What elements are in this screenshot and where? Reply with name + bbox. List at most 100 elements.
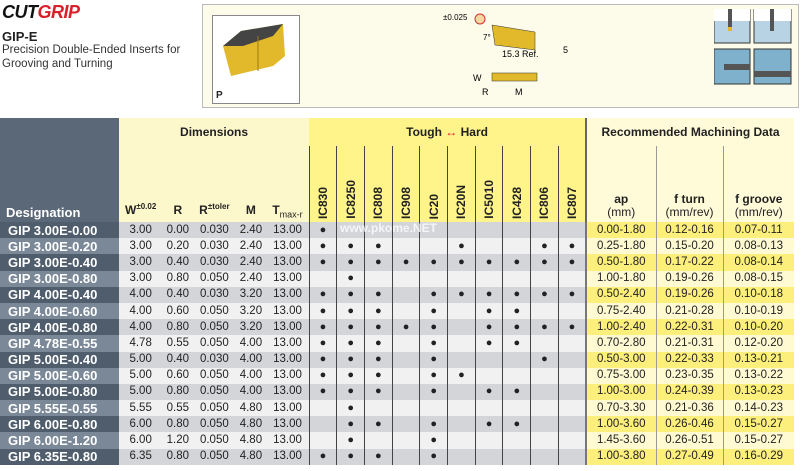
dim-col-sup: ±toler xyxy=(207,201,230,211)
dimension-cell: 4.80 xyxy=(235,448,267,465)
dim-5-label: 5 xyxy=(563,45,568,55)
machining-cell: 0.15-0.27 xyxy=(722,432,794,449)
machining-cell: 0.00-1.80 xyxy=(585,222,656,239)
available-dot-icon: ● xyxy=(375,385,382,398)
grade-availability-cell xyxy=(391,448,420,465)
dimension-cell: 4.00 xyxy=(119,319,163,336)
machining-cell: 0.50-3.00 xyxy=(585,351,656,368)
grade-col-header: IC806 xyxy=(530,146,559,222)
available-dot-icon: ● xyxy=(485,385,493,398)
grade-col-header: IC908 xyxy=(391,146,420,222)
grade-availability-cell: ● xyxy=(391,319,420,336)
dim-col-header: W±0.02 xyxy=(119,146,163,222)
grade-availability-cell xyxy=(391,335,420,352)
grade-availability-cell: ● xyxy=(336,254,365,271)
grade-availability-cell: ● xyxy=(419,254,448,271)
grade-label: IC807 xyxy=(564,186,579,219)
machining-cell: 0.24-0.39 xyxy=(655,383,723,401)
dimension-cell: 3.00 xyxy=(119,270,163,287)
dimension-cell: 0.050 xyxy=(193,367,236,384)
available-dot-icon: ● xyxy=(430,320,438,333)
dimension-cell: 13.00 xyxy=(266,238,310,255)
tolerance-symbol-icon xyxy=(474,13,486,25)
r-label: R xyxy=(482,87,489,95)
grade-availability-cell: ● xyxy=(364,367,393,384)
dimension-cell: 0.050 xyxy=(193,416,236,433)
dimension-cell: 2.40 xyxy=(235,270,267,287)
machining-cell: 0.08-0.13 xyxy=(722,238,794,255)
available-dot-icon: ● xyxy=(458,255,465,268)
designation-cell: GIP 4.00E-0.60 xyxy=(0,302,119,320)
available-dot-icon: ● xyxy=(485,304,493,317)
dimension-cell: 0.80 xyxy=(162,319,194,336)
available-dot-icon: ● xyxy=(319,255,327,268)
grade-availability-cell: ● xyxy=(419,432,448,449)
machining-cell: 0.75-2.40 xyxy=(585,302,656,320)
machining-cell: 0.12-0.16 xyxy=(655,222,723,239)
dimension-cell: 0.80 xyxy=(162,448,194,465)
machining-col-title: f turn xyxy=(674,192,705,206)
available-dot-icon: ● xyxy=(485,255,493,268)
grade-availability-cell xyxy=(502,351,531,368)
designation-cell: GIP 3.00E-0.00 xyxy=(0,222,119,239)
dimension-cell: 13.00 xyxy=(266,400,310,417)
available-dot-icon: ● xyxy=(430,353,438,366)
grade-availability-cell: ● xyxy=(308,383,337,401)
available-dot-icon: ● xyxy=(568,239,576,252)
grade-availability-cell: ● xyxy=(391,254,420,271)
available-dot-icon: ● xyxy=(402,320,410,333)
grade-availability-cell: ● xyxy=(447,254,476,271)
available-dot-icon: ● xyxy=(347,255,354,268)
grade-availability-cell xyxy=(502,448,531,465)
grade-availability-cell: ● xyxy=(308,367,337,384)
machining-col-header: f turn (mm/rev) xyxy=(655,146,723,222)
available-dot-icon: ● xyxy=(513,304,521,317)
grade-availability-cell xyxy=(419,238,448,255)
application-icons xyxy=(714,9,792,85)
dimension-cell: 5.55 xyxy=(119,400,163,417)
dimension-cell: 0.20 xyxy=(162,238,194,255)
grade-availability-cell xyxy=(530,222,559,239)
machining-cell: 0.15-0.20 xyxy=(655,238,723,255)
dimension-cell: 0.60 xyxy=(162,367,194,384)
grade-availability-cell: ● xyxy=(308,302,337,320)
available-dot-icon: ● xyxy=(430,288,438,301)
grade-availability-cell: ● xyxy=(419,367,448,384)
grade-availability-cell xyxy=(447,432,476,449)
available-dot-icon: ● xyxy=(375,239,382,252)
grade-availability-cell xyxy=(557,400,586,417)
grade-availability-cell: ● xyxy=(419,286,448,303)
table-row: GIP 6.00E-0.80 6.00 0.80 0.050 4.80 13.00 ● ● ● ●… xyxy=(0,416,794,433)
machining-cell: 0.50-1.80 xyxy=(585,254,656,271)
dimension-cell: 0.40 xyxy=(162,254,194,271)
grade-availability-cell: ● xyxy=(364,286,393,303)
grade-availability-cell xyxy=(557,270,586,287)
grade-availability-cell xyxy=(530,400,559,417)
grade-availability-cell: ● xyxy=(530,351,559,368)
grade-availability-cell xyxy=(557,448,586,465)
dimension-cell: 6.00 xyxy=(119,416,163,433)
grade-label: IC830 xyxy=(315,186,330,219)
grade-availability-cell: ● xyxy=(447,238,476,255)
grade-availability-cell: ● xyxy=(336,351,365,368)
grade-availability-cell: ● xyxy=(502,302,531,320)
available-dot-icon: ● xyxy=(430,369,438,382)
table-row: GIP 5.00E-0.40 5.00 0.40 0.030 4.00 13.00 ● ● ● ●… xyxy=(0,351,794,368)
grade-availability-cell xyxy=(447,351,476,368)
available-dot-icon: ● xyxy=(347,288,354,301)
table-row: GIP 6.35E-0.80 6.35 0.80 0.050 4.80 13.00 ● ● ● ●… xyxy=(0,448,794,465)
grade-availability-cell: ● xyxy=(336,302,365,320)
grade-availability-cell xyxy=(419,270,448,287)
grade-availability-cell xyxy=(557,432,586,449)
available-dot-icon: ● xyxy=(430,450,438,463)
grade-availability-cell xyxy=(364,222,393,239)
face-grooving-application-icon xyxy=(714,48,751,85)
grade-availability-cell xyxy=(502,222,531,239)
dimension-cell: 4.00 xyxy=(235,367,267,384)
dimension-cell: 13.00 xyxy=(266,432,310,449)
available-dot-icon: ● xyxy=(375,304,382,317)
watermark: www.pkome.NET xyxy=(340,221,437,235)
dimension-cell: 4.00 xyxy=(235,383,267,401)
available-dot-icon: ● xyxy=(319,320,327,333)
grade-availability-cell: ● xyxy=(336,270,365,287)
